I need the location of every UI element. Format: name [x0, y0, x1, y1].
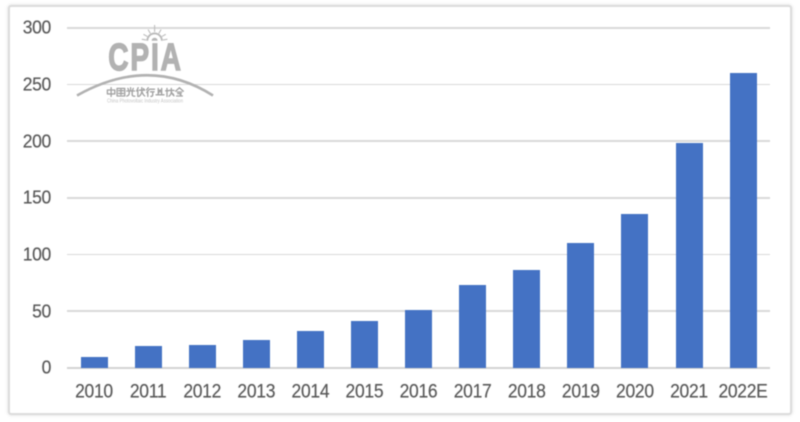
svg-text:CPIA: CPIA [108, 37, 183, 79]
svg-text:China Photovoltaic Industry As: China Photovoltaic Industry Association [107, 99, 183, 105]
